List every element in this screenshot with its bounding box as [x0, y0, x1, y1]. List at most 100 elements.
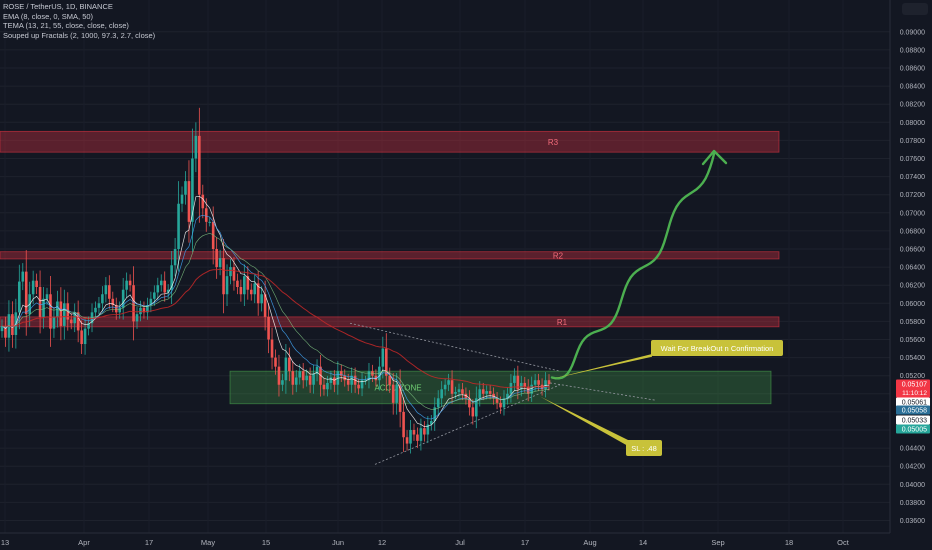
x-tick-label: May [201, 538, 215, 547]
candle-body [59, 301, 63, 326]
y-tick-label: 0.07000 [900, 210, 925, 217]
candle-body [429, 420, 433, 425]
y-tick-label: 0.07200 [900, 192, 925, 199]
candle-body [433, 407, 437, 421]
candle-body [153, 292, 156, 299]
candle-body [509, 382, 513, 394]
candle-body [111, 298, 115, 306]
candle-body [471, 407, 475, 417]
candle-body [118, 307, 122, 313]
candle-body [395, 384, 398, 403]
candle-body [357, 384, 360, 389]
candle-body [18, 281, 21, 313]
candle-body [481, 389, 485, 394]
candle-body [76, 312, 80, 331]
y-tick-label: 0.08000 [900, 120, 925, 127]
candle-body [260, 294, 263, 304]
candle-body [215, 249, 218, 268]
y-tick-label: 0.06800 [900, 228, 925, 235]
candle-body [426, 424, 430, 435]
zone-label: R2 [553, 251, 564, 260]
candle-body [474, 398, 478, 417]
candle-body [87, 323, 90, 329]
candle-body [339, 371, 343, 376]
y-tick-label: 0.05600 [900, 337, 925, 344]
y-tick-label: 0.03800 [900, 500, 925, 507]
candle-body [398, 384, 402, 412]
candle-body [52, 316, 56, 329]
tema-13-line [1, 214, 550, 420]
candle-body [21, 271, 25, 282]
candle-body [506, 393, 509, 399]
tema-55-line [1, 268, 550, 389]
candle-body [239, 287, 243, 295]
arrow-head [701, 149, 728, 166]
trendline-projection [549, 382, 656, 401]
ema-line [1, 195, 550, 428]
candle-body [319, 366, 322, 385]
candle-body [288, 357, 291, 372]
candle-body [367, 371, 371, 381]
candle-body [166, 289, 170, 293]
candle-body [249, 289, 253, 295]
candle-body [156, 285, 160, 293]
candle-body [142, 307, 146, 313]
candle-body [218, 258, 222, 268]
candle-body [298, 371, 302, 378]
y-tick-label: 0.07600 [900, 156, 925, 163]
candle-body [405, 437, 409, 444]
candle-body [149, 298, 153, 306]
candle-body [440, 389, 443, 399]
candle-body [533, 380, 537, 385]
y-tick-label: 0.05200 [900, 373, 925, 380]
candle-body [246, 276, 250, 290]
y-tick-label: 0.05400 [900, 355, 925, 362]
candle-body [291, 371, 295, 385]
y-tick-label: 0.04400 [900, 446, 925, 453]
candle-body [49, 294, 52, 329]
candle-body [270, 339, 274, 358]
price-label-bg [896, 379, 930, 398]
candle-body [326, 382, 329, 390]
y-tick-label: 0.06600 [900, 247, 925, 254]
price-label-bg [896, 415, 930, 425]
candle-body [488, 391, 492, 394]
candle-body [80, 330, 83, 345]
candle-body [125, 280, 128, 290]
price-label: 0.05033 [902, 418, 927, 425]
candle-body [416, 434, 419, 441]
candle-body [163, 280, 167, 293]
candle-body [305, 375, 308, 381]
candle-body [38, 287, 42, 317]
candle-body [135, 314, 139, 322]
plot-background [0, 0, 890, 533]
candle-body [454, 391, 457, 394]
candle-body [301, 371, 305, 381]
candle-body [0, 325, 4, 332]
candle-body [447, 380, 450, 385]
candle-body [530, 384, 533, 394]
callout-breakout-text: Wait For BreakOut n Confirmation [661, 344, 774, 353]
candle-body [132, 285, 135, 322]
candle-body [499, 402, 502, 408]
y-tick-label: 0.06200 [900, 283, 925, 290]
chart-settings-button[interactable] [902, 3, 928, 15]
candle-body [516, 375, 520, 390]
candle-body [520, 382, 523, 390]
x-tick-label: Sep [711, 538, 724, 547]
y-tick-label: 0.06000 [900, 301, 925, 308]
candle-body [485, 391, 488, 394]
candle-body [42, 298, 45, 317]
candle-body [360, 380, 364, 389]
candle-body [384, 348, 388, 376]
candle-body [83, 328, 87, 345]
candle-body [222, 258, 225, 295]
callout-breakout [651, 340, 783, 356]
candle-body [243, 276, 246, 295]
candle-body [198, 135, 201, 195]
candle-body [256, 283, 260, 304]
candle-body [24, 271, 28, 315]
candles [0, 107, 551, 454]
callout-pointer [540, 396, 628, 446]
